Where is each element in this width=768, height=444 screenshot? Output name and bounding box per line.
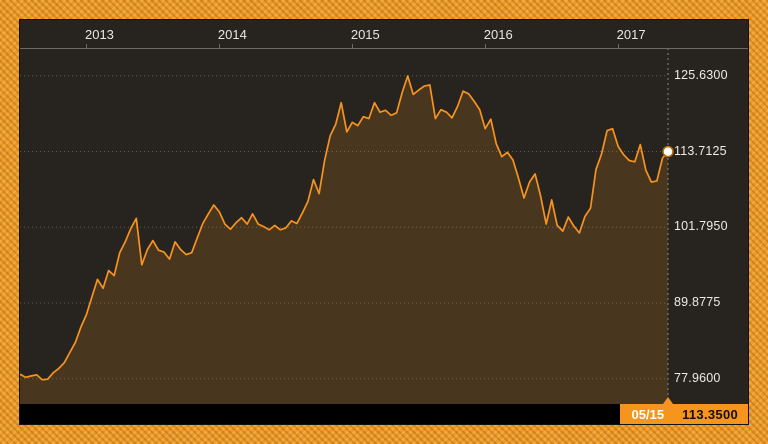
x-axis-year-label: 2013 <box>84 27 114 42</box>
last-trade-date: 05/15 <box>631 406 665 422</box>
x-axis-year-label: 2015 <box>350 27 380 42</box>
last-trade-value: 113.3500 <box>682 406 738 422</box>
y-axis-label: 101.7950 <box>674 219 728 234</box>
cursor-bottom-marker-icon <box>663 397 673 404</box>
x-axis-year-label: 2017 <box>616 27 646 42</box>
x-axis-year-label: 2016 <box>483 27 513 42</box>
y-axis-label: 113.7125 <box>674 143 727 158</box>
x-axis-year-label: 2014 <box>217 27 247 42</box>
x-axis-tick <box>219 44 221 49</box>
bottom-bar: 05/15 113.3500 <box>20 404 748 424</box>
price-line <box>20 75 669 381</box>
x-axis-line <box>20 48 748 49</box>
area-fill <box>20 76 668 404</box>
y-axis-label: 125.6300 <box>674 67 728 82</box>
x-axis-tick <box>86 44 88 49</box>
price-chart-svg <box>20 48 674 404</box>
x-axis-tick <box>618 44 620 49</box>
last-trade-readout: 05/15 113.3500 <box>619 404 748 424</box>
x-axis-tick <box>485 44 487 49</box>
y-axis-label: 77.9600 <box>674 370 721 385</box>
y-axis-label: 89.8775 <box>674 295 721 310</box>
chart-screen[interactable]: 2013 2014 2015 2016 2017 125.6300 113.7125 101… <box>19 19 749 425</box>
x-axis-tick <box>352 44 354 49</box>
last-price-marker <box>662 145 674 158</box>
